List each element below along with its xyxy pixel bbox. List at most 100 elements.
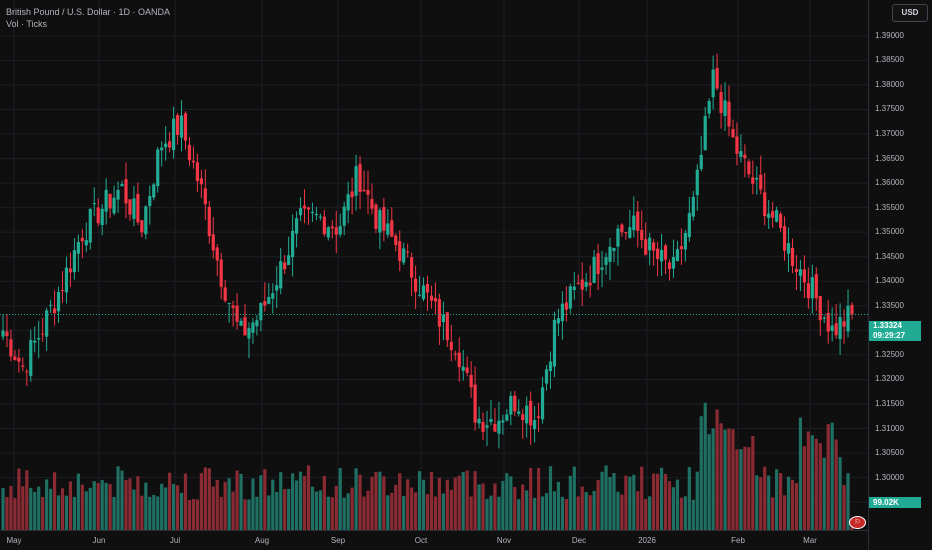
candle-body xyxy=(711,69,715,98)
price-tick-label: 1.33500 xyxy=(875,300,904,310)
volume-bar xyxy=(838,457,842,530)
volume-bar xyxy=(671,487,676,530)
candle-body xyxy=(457,352,461,368)
candle-body xyxy=(782,226,787,251)
volume-bar xyxy=(322,475,326,530)
candle-body xyxy=(21,365,25,367)
volume-bar xyxy=(580,486,584,530)
candle-body xyxy=(382,207,386,231)
volume-bar xyxy=(552,491,557,530)
volume-bar xyxy=(656,473,660,530)
time-tick-label: Jun xyxy=(92,536,106,545)
candle-body xyxy=(334,227,338,235)
candle-body xyxy=(628,227,632,238)
volume-bar xyxy=(283,489,287,530)
price-tick-label: 1.30000 xyxy=(875,472,904,482)
volume-bar xyxy=(168,472,172,530)
volume-bar xyxy=(49,488,53,530)
volume-bar xyxy=(588,495,592,530)
chart-plot-area[interactable] xyxy=(0,0,868,530)
currency-button[interactable]: USD xyxy=(892,4,928,22)
candle-body xyxy=(536,416,541,418)
last-price-tag: 1.33324 09:29:27 xyxy=(869,321,921,341)
time-tick-label: May xyxy=(6,536,22,545)
candle-body xyxy=(461,366,465,371)
candle-body xyxy=(235,305,239,322)
candle-body xyxy=(731,129,735,138)
volume-bar xyxy=(453,477,457,530)
chart-legend: British Pound / U.S. Dollar · 1D · OANDA… xyxy=(6,6,170,30)
candle-body xyxy=(786,243,791,254)
candle-body xyxy=(183,113,188,141)
volume-bar xyxy=(243,499,247,530)
candle-body xyxy=(735,136,739,154)
time-axis[interactable]: May Jun Jul Aug Sep Oct Nov Dec 2026 Feb Mar xyxy=(0,530,868,550)
candle-body xyxy=(362,189,366,192)
candle-body xyxy=(29,340,33,377)
candle-body xyxy=(128,199,132,215)
volume-bar xyxy=(782,495,787,530)
time-tick-label: Jul xyxy=(169,536,181,545)
volume-bar xyxy=(394,484,398,530)
candle-body xyxy=(838,317,842,339)
volume-bar xyxy=(310,486,315,530)
candle-body xyxy=(398,241,402,262)
candle-body xyxy=(640,229,644,240)
volume-bar xyxy=(818,443,822,530)
candle-body xyxy=(588,282,592,286)
volume-bar xyxy=(413,492,418,530)
candle-body xyxy=(449,341,453,351)
symbol-title[interactable]: British Pound / U.S. Dollar · 1D · OANDA xyxy=(6,7,171,17)
candle-body xyxy=(251,322,255,333)
candle-body xyxy=(294,218,299,234)
candle-body xyxy=(441,314,445,323)
volume-bar xyxy=(513,486,517,530)
candle-body xyxy=(45,310,49,337)
volume-bar xyxy=(723,429,727,530)
volume-bar xyxy=(84,491,88,530)
candle-body xyxy=(100,208,104,226)
candle-body xyxy=(544,369,549,384)
flag-icon[interactable]: ⚐ xyxy=(849,516,866,529)
candle-body xyxy=(330,226,334,229)
volume-bar xyxy=(334,485,338,530)
volume-bar xyxy=(493,483,497,530)
candle-body xyxy=(616,228,620,247)
volume-bar xyxy=(275,491,279,530)
volume-indicator-label[interactable]: Vol · Ticks xyxy=(6,19,48,29)
volume-bar xyxy=(124,480,128,530)
candle-body xyxy=(715,67,719,89)
volume-bar xyxy=(112,496,116,530)
volume-bar xyxy=(183,473,188,530)
candle-body xyxy=(822,317,826,319)
volume-bar xyxy=(755,475,759,530)
volume-bar xyxy=(822,457,826,530)
time-tick-label: Feb xyxy=(731,536,745,545)
candle-body xyxy=(219,259,223,287)
volume-bar xyxy=(703,402,707,530)
candle-body xyxy=(199,178,203,185)
volume-bar xyxy=(628,476,632,530)
candle-body xyxy=(425,284,430,293)
price-axis[interactable]: 1.39000 1.38500 1.38000 1.37500 1.37000 1.365… xyxy=(868,0,932,550)
price-tick-label: 1.37000 xyxy=(875,129,904,138)
volume-bar xyxy=(556,481,561,530)
volume-bar xyxy=(584,492,588,530)
volume-bar xyxy=(195,499,199,530)
candle-body xyxy=(525,405,529,424)
candle-body xyxy=(104,189,108,212)
candle-body xyxy=(663,245,668,260)
candle-body xyxy=(560,303,564,322)
candle-body xyxy=(509,396,513,415)
candle-body xyxy=(49,305,53,307)
volume-bar xyxy=(429,471,434,530)
volume-bar xyxy=(382,476,386,530)
volume-bar xyxy=(731,429,735,530)
price-tick-label: 1.31500 xyxy=(875,399,904,408)
volume-bar xyxy=(354,468,358,530)
candle-body xyxy=(632,215,636,231)
candle-body xyxy=(223,287,227,301)
candle-body xyxy=(72,250,77,273)
volume-bar xyxy=(699,416,703,530)
volume-bar xyxy=(564,499,568,530)
